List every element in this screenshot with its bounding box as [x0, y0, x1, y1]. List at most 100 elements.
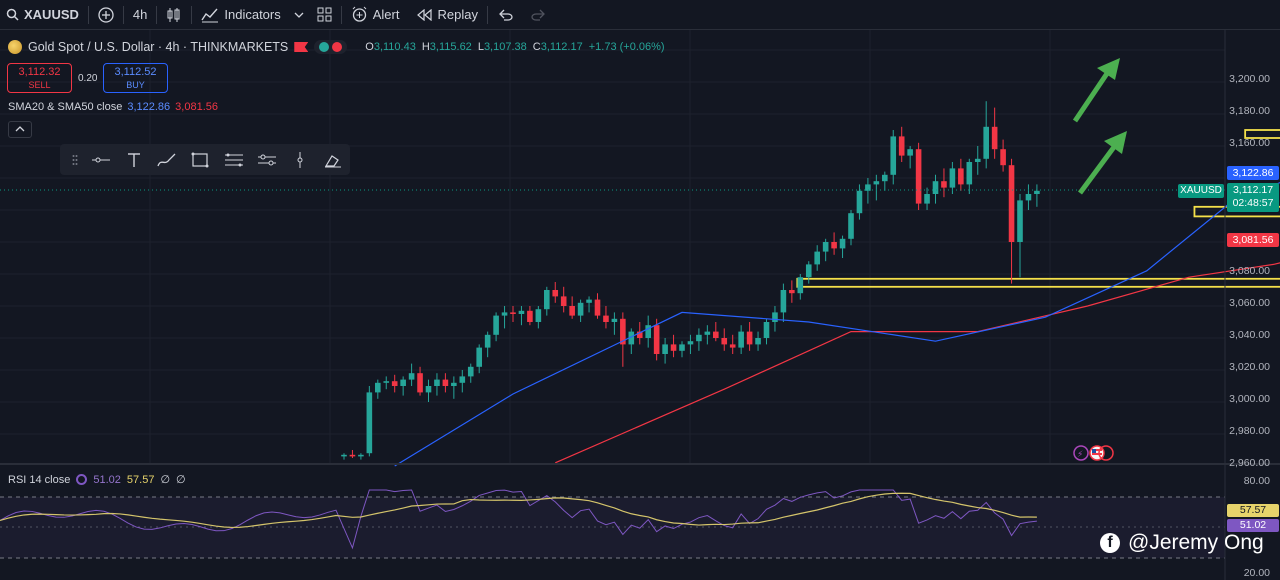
symbol-price-tag: XAUUSD: [1178, 184, 1224, 198]
compare-symbol-button[interactable]: [89, 0, 123, 30]
price-chart[interactable]: ⚡: [0, 30, 1280, 580]
candle-body: [662, 344, 668, 354]
price-axis-label: 3,060.00: [1229, 297, 1270, 309]
candle-body: [966, 162, 973, 185]
candle-body: [552, 290, 559, 297]
low-value: L3,107.38: [477, 41, 527, 53]
drag-handle-icon[interactable]: [66, 144, 84, 175]
candle-body: [501, 312, 508, 316]
redo-button[interactable]: [522, 0, 556, 30]
indicators-button[interactable]: Indicators: [192, 0, 289, 30]
indicator-templates-button[interactable]: [290, 0, 308, 30]
fib-retracement-icon[interactable]: [217, 144, 250, 175]
buy-button[interactable]: 3,112.52 BUY: [103, 63, 168, 93]
interval-label: 4h: [132, 7, 148, 22]
candle-body: [882, 174, 888, 182]
facebook-icon: f: [1100, 533, 1120, 553]
interval-button[interactable]: 4h: [124, 0, 156, 30]
ohlc-values: O3,110.43 H3,115.62 L3,107.38 C3,112.17 …: [365, 41, 664, 53]
rectangle-tool-icon[interactable]: [184, 144, 217, 175]
candle-body: [451, 382, 457, 386]
candle-body: [772, 312, 778, 322]
candle-body: [789, 290, 795, 294]
symbol-search-button[interactable]: XAUUSD: [0, 0, 88, 30]
last-price-tag: 3,112.17 02:48:57: [1227, 183, 1279, 212]
candle-body: [1000, 149, 1006, 166]
candle-body: [366, 392, 373, 454]
price-zone-box: [1244, 129, 1280, 139]
alert-button[interactable]: Alert: [342, 0, 409, 30]
sma-legend[interactable]: SMA20 & SMA50 close 3,122.86 3,081.56: [8, 101, 218, 113]
candle-body: [349, 454, 356, 457]
chart-type-button[interactable]: [157, 0, 191, 30]
candle-body: [805, 264, 812, 278]
price-zone-box: [1193, 205, 1280, 218]
alert-label: Alert: [372, 7, 400, 22]
top-toolbar: XAUUSD 4h Indicators Alert: [0, 0, 1280, 30]
candle-body: [738, 331, 744, 348]
candle-body: [1017, 200, 1023, 242]
events-badge[interactable]: ⚡: [1073, 445, 1114, 461]
support-resistance-zones: [796, 129, 1280, 288]
rsi-value-tag: 51.02: [1227, 519, 1279, 532]
candle-body: [484, 334, 491, 348]
horizontal-ray-icon[interactable]: [84, 144, 117, 175]
candle-body: [924, 194, 930, 204]
candle-body: [653, 325, 660, 354]
candle-body: [476, 347, 482, 367]
eraser-icon[interactable]: [317, 144, 350, 175]
chart-grid: [0, 30, 1225, 464]
candle-body: [383, 381, 390, 383]
candle-body: [586, 299, 592, 303]
candle-body: [670, 344, 677, 351]
last-price-value: 3,112.17: [1232, 184, 1274, 196]
candle-body: [518, 310, 525, 314]
chart-legend: Gold Spot / U.S. Dollar · 4h · THINKMARK…: [8, 40, 665, 54]
market-status-pill[interactable]: [314, 40, 348, 54]
candle-body: [831, 242, 837, 249]
buy-price: 3,112.52: [114, 66, 157, 78]
layouts-button[interactable]: [308, 0, 341, 30]
text-tool-icon[interactable]: [117, 144, 150, 175]
rewind-icon: [417, 8, 433, 21]
candle-body: [434, 379, 440, 386]
candle-body: [544, 290, 550, 310]
rsi-ma-value: 57.57: [126, 473, 155, 486]
candle-body: [763, 322, 770, 338]
candle-body: [510, 312, 516, 314]
candle-body: [932, 181, 939, 194]
rsi-axis-label: 80.00: [1243, 475, 1270, 487]
candle-body: [780, 290, 787, 313]
candle-countdown: 02:48:57: [1232, 197, 1274, 209]
candle-body: [645, 325, 651, 338]
candle-body: [907, 149, 913, 156]
rsi-label: RSI 14 close: [8, 473, 71, 486]
candle-body: [1034, 190, 1040, 194]
sell-button[interactable]: 3,112.32 SELL: [7, 63, 72, 93]
spread-value: 0.20: [78, 73, 98, 84]
candle-body: [873, 181, 880, 185]
sma20-price-tag: 3,122.86: [1227, 166, 1279, 180]
candle-body: [941, 181, 947, 188]
chart-title: Gold Spot / U.S. Dollar · 4h · THINKMARK…: [28, 40, 289, 54]
undo-button[interactable]: [488, 0, 522, 30]
candle-body: [569, 306, 575, 316]
candle-body: [865, 184, 871, 191]
sma50-value: 3,081.56: [175, 101, 218, 113]
close-value: C3,112.17: [532, 41, 583, 53]
rsi-legend[interactable]: RSI 14 close 51.02 57.57 ∅ ∅: [8, 473, 186, 487]
replay-button[interactable]: Replay: [408, 0, 486, 30]
rsi-extra-2: ∅: [176, 474, 186, 486]
candle-body: [636, 331, 643, 338]
candlestick-series: [341, 101, 1040, 460]
candle-body: [890, 136, 897, 175]
price-axis-label: 3,180.00: [1229, 105, 1270, 117]
candle-body: [704, 331, 711, 335]
vertical-line-icon[interactable]: [283, 144, 316, 175]
parallel-channel-icon[interactable]: [250, 144, 283, 175]
brush-icon[interactable]: [150, 144, 183, 175]
flag-icon[interactable]: [294, 42, 309, 52]
price-axis-label: 3,020.00: [1229, 361, 1270, 373]
search-icon: [6, 8, 19, 21]
collapse-legend-button[interactable]: [8, 121, 32, 138]
